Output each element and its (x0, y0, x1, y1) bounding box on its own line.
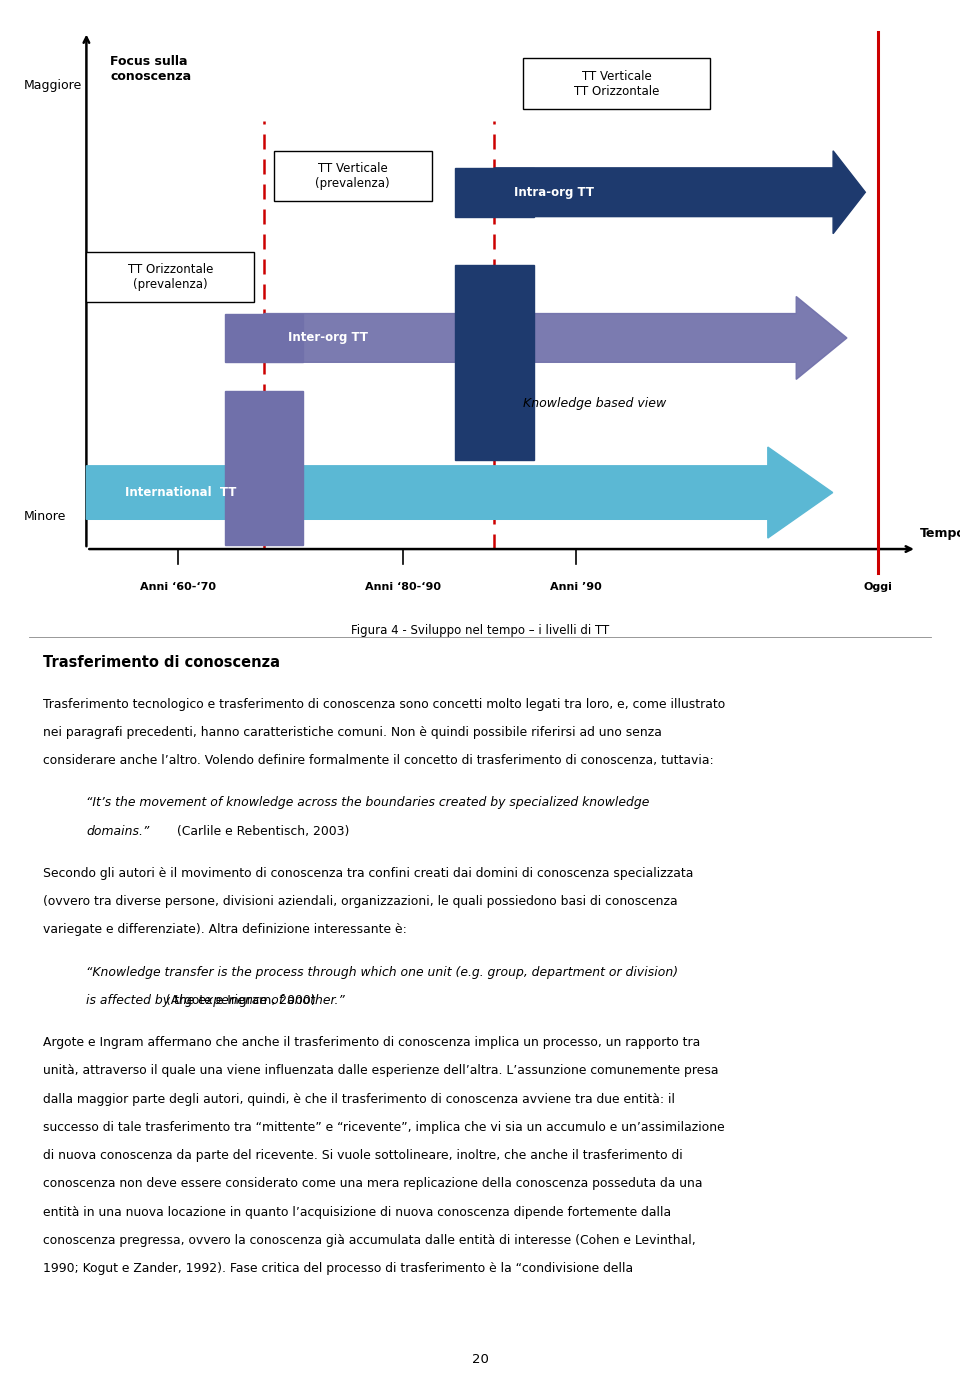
Text: 1990; Kogut e Zander, 1992). Fase critica del processo di trasferimento è la “co: 1990; Kogut e Zander, 1992). Fase critic… (43, 1263, 634, 1275)
Bar (455, 167, 534, 217)
Text: di nuova conoscenza da parte del ricevente. Si vuole sottolineare, inoltre, che : di nuova conoscenza da parte del riceven… (43, 1149, 683, 1162)
FancyArrow shape (494, 151, 865, 234)
Text: Anni ‘80-‘90: Anni ‘80-‘90 (365, 582, 442, 592)
Text: International  TT: International TT (125, 485, 236, 499)
Text: nei paragrafi precedenti, hanno caratteristiche comuni. Non è quindi possibile r: nei paragrafi precedenti, hanno caratter… (43, 726, 662, 739)
Text: “Knowledge transfer is the process through which one unit (e.g. group, departmen: “Knowledge transfer is the process throu… (86, 965, 679, 979)
Bar (225, 391, 303, 545)
Text: TT Verticale
(prevalenza): TT Verticale (prevalenza) (316, 162, 390, 189)
Text: successo di tale trasferimento tra “mittente” e “ricevente”, implica che vi sia : successo di tale trasferimento tra “mitt… (43, 1120, 725, 1134)
Text: “It’s the movement of knowledge across the boundaries created by specialized kno: “It’s the movement of knowledge across t… (86, 797, 650, 809)
Text: 20: 20 (471, 1353, 489, 1366)
Text: Maggiore: Maggiore (24, 79, 83, 91)
Text: (Carlile e Rebentisch, 2003): (Carlile e Rebentisch, 2003) (173, 824, 349, 838)
Text: unità, attraverso il quale una viene influenzata dalle esperienze dell’altra. L’: unità, attraverso il quale una viene inf… (43, 1065, 719, 1077)
Text: Minore: Minore (24, 510, 66, 523)
FancyBboxPatch shape (274, 151, 432, 201)
Text: Tempo: Tempo (920, 527, 960, 541)
Text: variegate e differenziate). Altra definizione interessante è:: variegate e differenziate). Altra defini… (43, 924, 407, 936)
FancyBboxPatch shape (523, 58, 710, 109)
Text: Anni ’90: Anni ’90 (550, 582, 602, 592)
Text: Oggi: Oggi (864, 582, 893, 592)
Text: conoscenza non deve essere considerato come una mera replicazione della conoscen: conoscenza non deve essere considerato c… (43, 1177, 703, 1191)
Text: considerare anche l’altro. Volendo definire formalmente il concetto di trasferim: considerare anche l’altro. Volendo defin… (43, 754, 714, 768)
Text: dalla maggior parte degli autori, quindi, è che il trasferimento di conoscenza a: dalla maggior parte degli autori, quindi… (43, 1093, 675, 1105)
Text: (Argote e Ingram, 2000): (Argote e Ingram, 2000) (162, 994, 316, 1007)
Text: is affected by the experience of another.”: is affected by the experience of another… (86, 994, 346, 1007)
Text: Knowledge based view: Knowledge based view (523, 397, 666, 409)
Text: Anni ‘60-‘70: Anni ‘60-‘70 (139, 582, 216, 592)
FancyBboxPatch shape (86, 252, 254, 303)
Text: TT Verticale
TT Orizzontale: TT Verticale TT Orizzontale (574, 69, 660, 98)
Text: Intra-org TT: Intra-org TT (514, 185, 593, 199)
Bar (455, 266, 534, 459)
FancyArrow shape (86, 447, 832, 538)
Text: conoscenza pregressa, ovvero la conoscenza già accumulata dalle entità di intere: conoscenza pregressa, ovvero la conoscen… (43, 1234, 696, 1247)
FancyArrow shape (264, 296, 847, 379)
Text: TT Orizzontale
(prevalenza): TT Orizzontale (prevalenza) (128, 263, 213, 290)
Text: Inter-org TT: Inter-org TT (288, 332, 368, 344)
Text: Argote e Ingram affermano che anche il trasferimento di conoscenza implica un pr: Argote e Ingram affermano che anche il t… (43, 1036, 701, 1050)
Text: Focus sulla
conoscenza: Focus sulla conoscenza (110, 55, 192, 83)
Text: domains.”: domains.” (86, 824, 150, 838)
Text: Figura 4 - Sviluppo nel tempo – i livelli di TT: Figura 4 - Sviluppo nel tempo – i livell… (350, 624, 610, 638)
Text: Secondo gli autori è il movimento di conoscenza tra confini creati dai domini di: Secondo gli autori è il movimento di con… (43, 867, 693, 880)
Text: (ovvero tra diverse persone, divisioni aziendali, organizzazioni, le quali possi: (ovvero tra diverse persone, divisioni a… (43, 895, 678, 909)
Text: Trasferimento tecnologico e trasferimento di conoscenza sono concetti molto lega: Trasferimento tecnologico e trasferiment… (43, 697, 726, 711)
Text: Trasferimento di conoscenza: Trasferimento di conoscenza (43, 656, 280, 669)
Bar (225, 314, 303, 362)
Text: entità in una nuova locazione in quanto l’acquisizione di nuova conoscenza dipen: entità in una nuova locazione in quanto … (43, 1206, 671, 1218)
